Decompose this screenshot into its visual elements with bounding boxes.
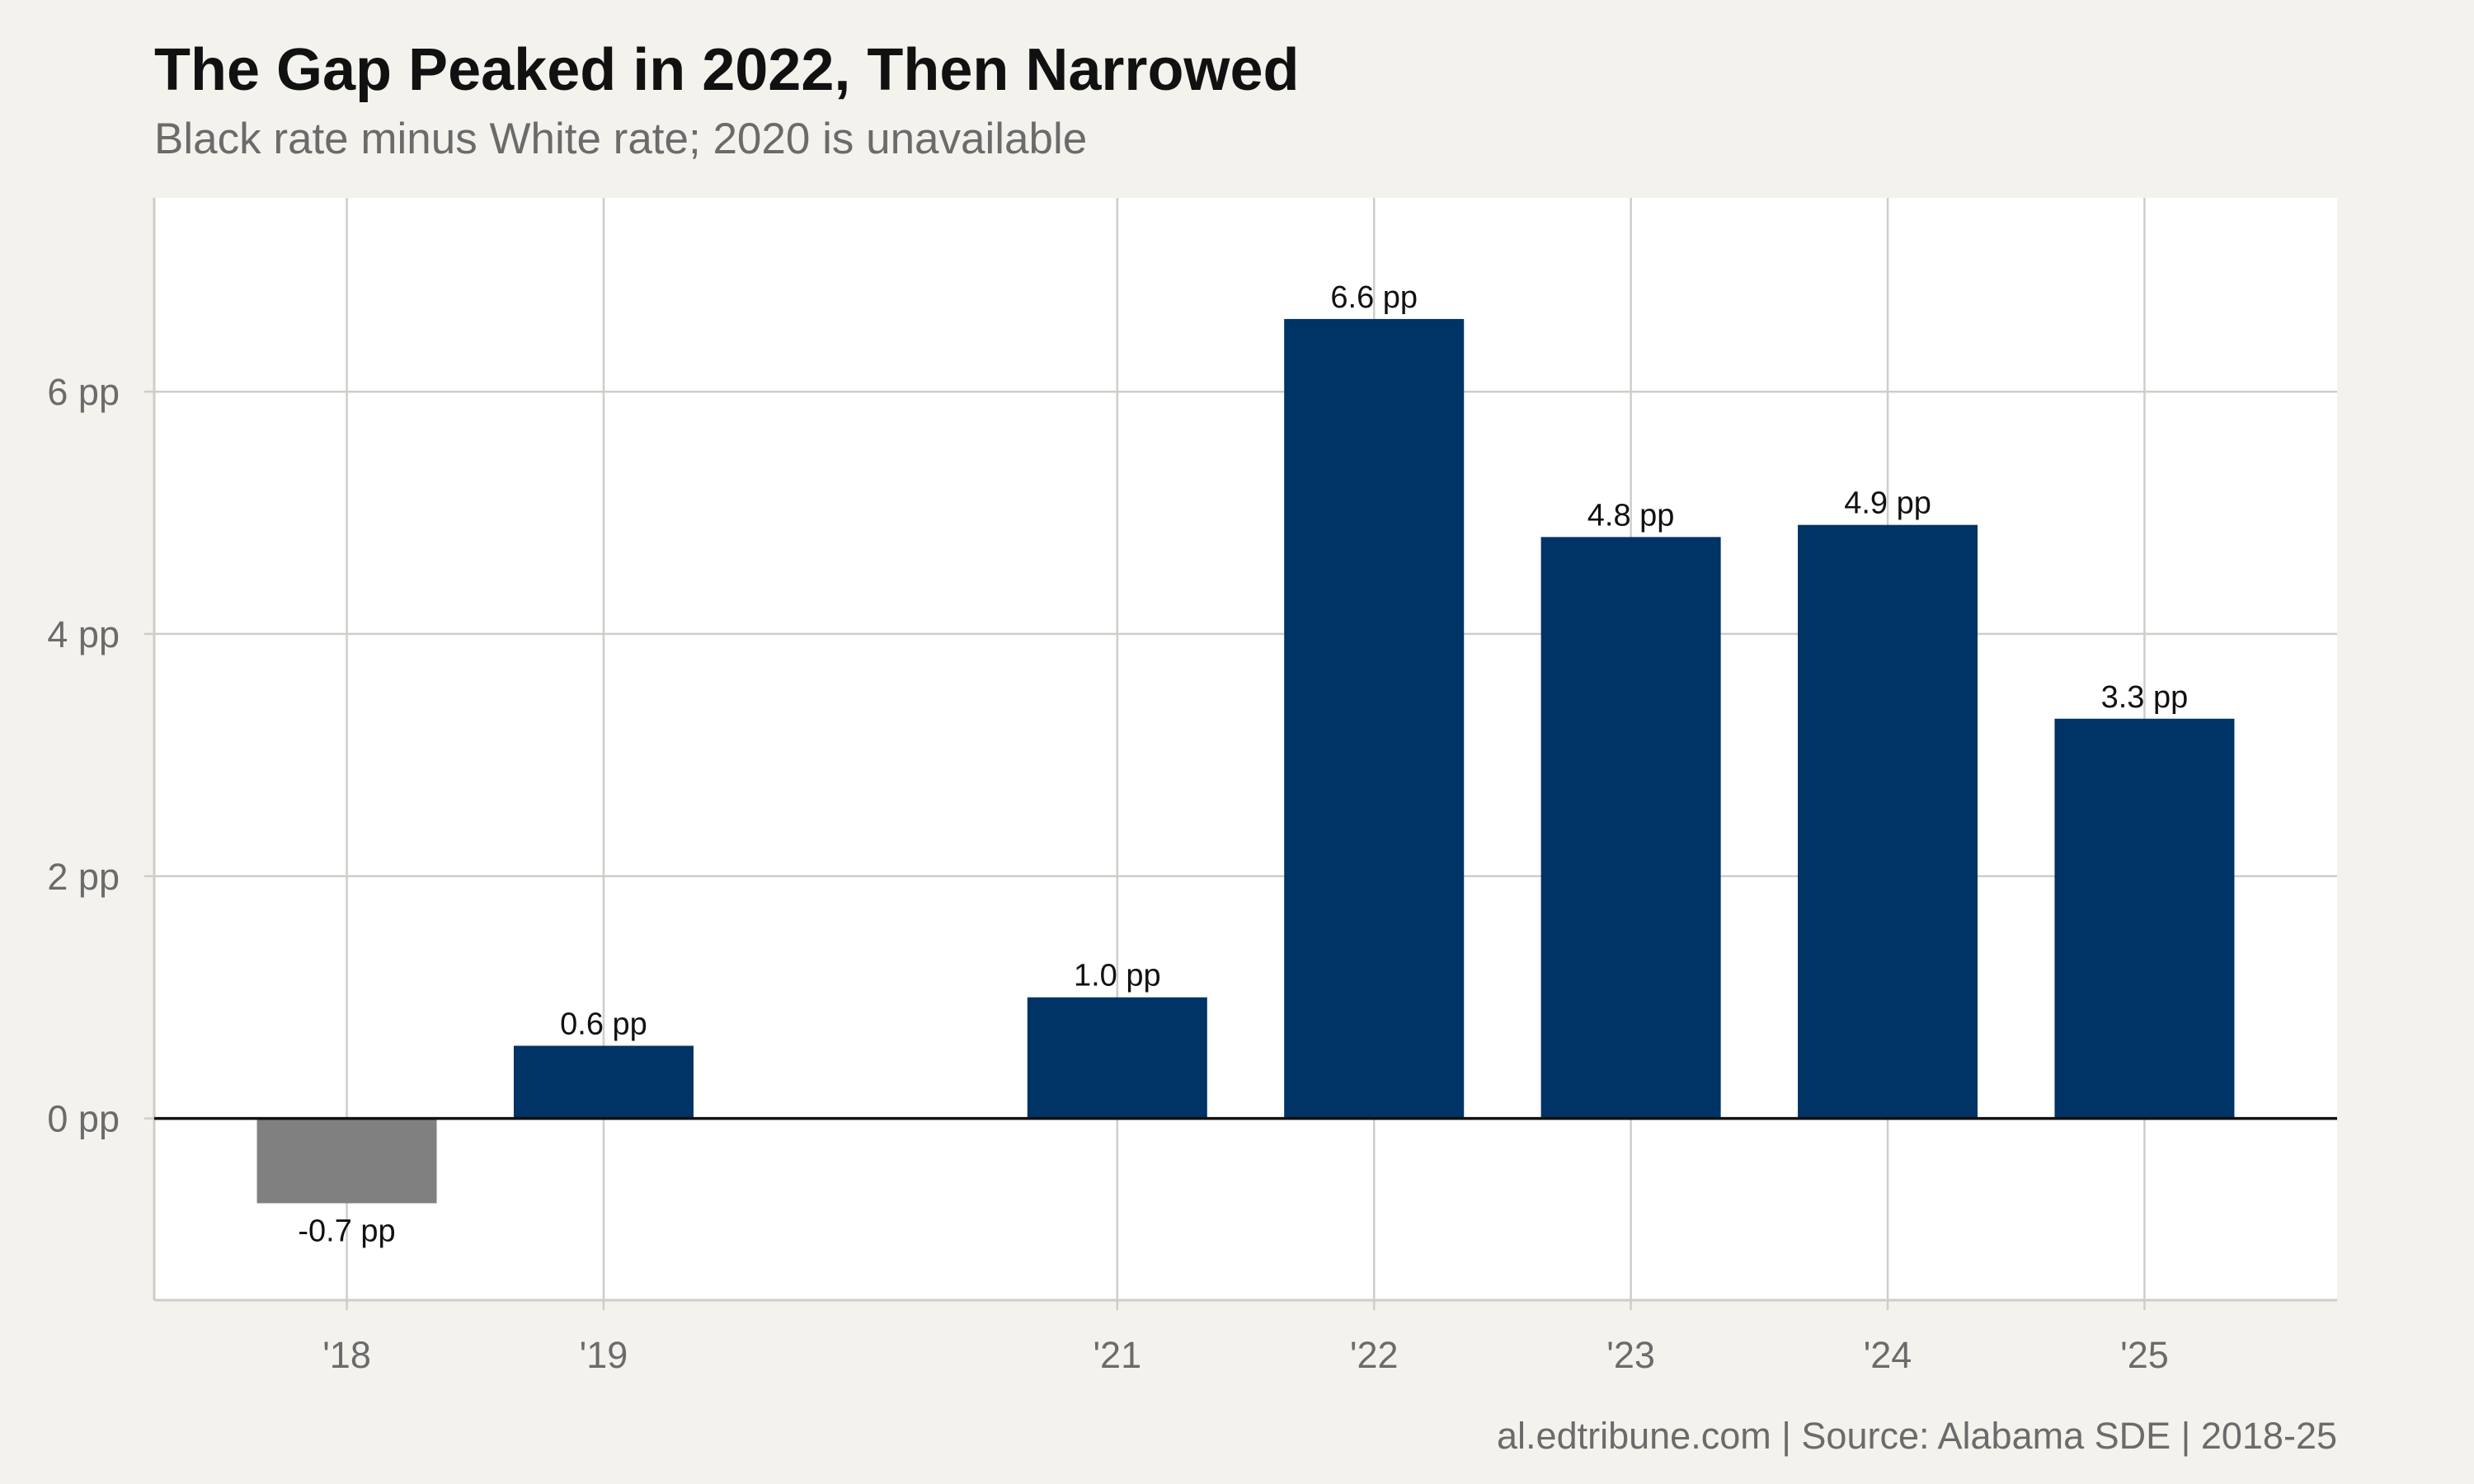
data-label: 6.6 pp (1330, 280, 1418, 315)
x-tick-label: '23 (1606, 1334, 1655, 1376)
bar-19 (513, 1045, 694, 1119)
bar-18 (256, 1118, 437, 1204)
x-tick-label: '22 (1350, 1334, 1399, 1376)
bar-23 (1540, 537, 1721, 1119)
data-label: 4.8 pp (1587, 498, 1675, 533)
bar-24 (1798, 524, 1978, 1119)
x-tick-label: '25 (2120, 1334, 2169, 1376)
chart-title: The Gap Peaked in 2022, Then Narrowed (154, 37, 1300, 103)
bar-25 (2054, 718, 2235, 1119)
bar-21 (1027, 997, 1207, 1119)
y-tick-label: 6 pp (47, 371, 120, 413)
x-tick-label: '24 (1864, 1334, 1912, 1376)
y-tick-label: 2 pp (47, 856, 120, 898)
bar-22 (1284, 318, 1465, 1119)
y-tick-label: 4 pp (47, 613, 120, 655)
x-tick-label: '21 (1093, 1334, 1141, 1376)
x-tick-label: '18 (322, 1334, 371, 1376)
plot-panel (154, 198, 2337, 1300)
chart-subtitle: Black rate minus White rate; 2020 is una… (154, 115, 1088, 163)
data-label: 3.3 pp (2101, 680, 2189, 715)
x-tick-label: '19 (580, 1334, 628, 1376)
data-label: 1.0 pp (1074, 959, 1161, 993)
data-label: -0.7 pp (298, 1214, 395, 1248)
data-label: 0.6 pp (560, 1007, 647, 1041)
data-label: 4.9 pp (1844, 486, 1931, 521)
source-caption: al.edtribune.com | Source: Alabama SDE |… (1497, 1415, 2337, 1457)
y-tick-label: 0 pp (47, 1098, 120, 1140)
